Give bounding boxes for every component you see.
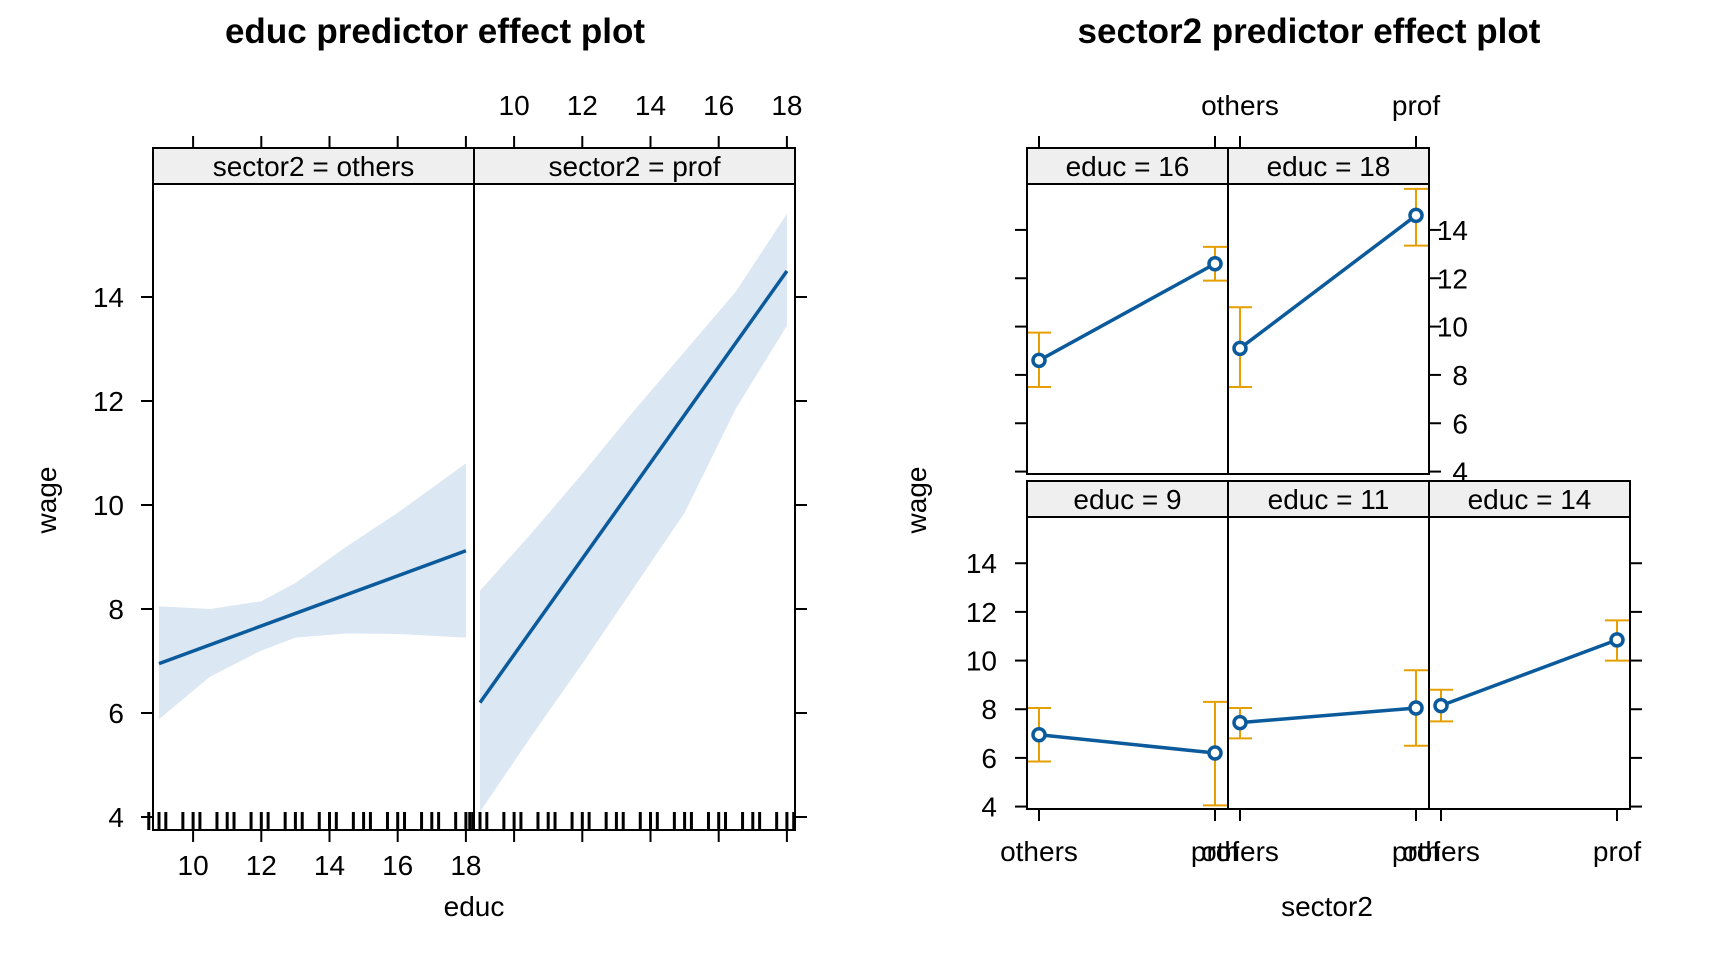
y-tick-label: 6 (981, 743, 997, 774)
educ-panel-0-strip-label: sector2 = others (213, 151, 415, 182)
x-tick-label-top: 16 (703, 90, 734, 121)
x-tick-label: 16 (382, 850, 413, 881)
fitted-line-1 (478, 269, 789, 704)
sector2-panel-1-strip (1227, 480, 1430, 518)
x-tick-label-top: 10 (499, 90, 530, 121)
effect-point (1433, 697, 1449, 714)
sector2-plot-title: sector2 predictor effect plot (1078, 12, 1541, 51)
sector2-panel-1-strip-label: educ = 11 (1268, 484, 1390, 515)
x-tick-label-top: 14 (635, 90, 666, 121)
y-tick-label: 4 (108, 802, 124, 833)
y-tick-label: 10 (93, 490, 124, 521)
x-tick-label: prof (1392, 836, 1440, 867)
x-tick-label: others (1000, 836, 1078, 867)
y-tick-label: 8 (108, 594, 124, 625)
confidence-band-1 (480, 213, 787, 812)
y-tick-label-right: 8 (1452, 360, 1468, 391)
effect-point (1609, 632, 1625, 648)
y-tick-label-right: 10 (1437, 312, 1468, 343)
effect-line-1 (1239, 706, 1417, 725)
x-tick-label: prof (1191, 836, 1239, 867)
y-tick-label: 8 (981, 694, 997, 725)
x-tick-label-top: others (1201, 90, 1279, 121)
sector2-panel-0-strip (1026, 480, 1229, 518)
educ-panel-1-strip-label: sector2 = prof (549, 151, 721, 182)
sector2-plot-x-axis-label: sector2 (1281, 891, 1373, 922)
sector2-panel-4-strip-label: educ = 18 (1267, 151, 1391, 182)
fitted-line-0 (158, 549, 467, 666)
sector2-panel-3-strip (1026, 147, 1229, 185)
y-tick-label: 14 (966, 548, 997, 579)
x-tick-label: 14 (314, 850, 345, 881)
panel-frame-0 (1026, 516, 1229, 810)
effect-point (1207, 256, 1223, 272)
effect-point (1232, 714, 1248, 731)
educ-plot-x-axis-label: educ (444, 891, 505, 922)
educ-plot-y-axis-label: wage (31, 467, 62, 535)
panel-frame-3 (1026, 183, 1229, 475)
y-tick-label-right: 4 (1452, 457, 1468, 488)
sector2-panel-4-strip (1227, 147, 1430, 185)
y-tick-label: 4 (981, 792, 997, 823)
educ-panel-1-strip (473, 147, 796, 185)
y-tick-label: 12 (93, 386, 124, 417)
sector2-panel-2-strip (1428, 480, 1631, 518)
y-tick-label: 12 (966, 597, 997, 628)
effect-point (1232, 340, 1248, 357)
effect-point (1031, 352, 1047, 369)
x-tick-label-top: 12 (567, 90, 598, 121)
sector2-plot-y-axis-label: wage (901, 467, 932, 535)
panel-frame-1 (1227, 516, 1430, 810)
y-tick-label: 10 (966, 646, 997, 677)
panel-frame-2 (1428, 516, 1631, 810)
sector2-panel-0-strip-label: educ = 9 (1073, 484, 1181, 515)
x-tick-label: others (1402, 836, 1480, 867)
x-tick-label: 12 (246, 850, 277, 881)
educ-effect-plot: sector2 = others sector2 = prof 4 6 8 10 12 14 1… (93, 90, 807, 881)
x-tick-label: 10 (178, 850, 209, 881)
sector2-effect-plot: educ = 9 educ = 11 educ = 14 educ = 16 educ … (966, 90, 1642, 867)
effect-line-0 (1038, 733, 1216, 755)
confidence-band-0 (159, 463, 466, 720)
y-tick-label-right: 14 (1437, 215, 1468, 246)
x-tick-label-top: 18 (771, 90, 802, 121)
y-tick-label: 6 (108, 698, 124, 729)
effect-line-4 (1238, 214, 1418, 350)
effect-line-2 (1440, 638, 1618, 708)
effect-point (1031, 727, 1047, 743)
x-tick-label-top: prof (1392, 90, 1440, 121)
x-tick-label: others (1201, 836, 1279, 867)
y-tick-label-right: 6 (1452, 408, 1468, 439)
y-tick-label-right: 12 (1437, 263, 1468, 294)
x-tick-label: 18 (450, 850, 481, 881)
sector2-panel-3-strip-label: educ = 16 (1066, 151, 1190, 182)
sector2-panel-2-strip-label: educ = 14 (1468, 484, 1592, 515)
effect-point (1408, 700, 1424, 716)
effect-point (1408, 207, 1424, 224)
effect-point (1207, 745, 1223, 761)
educ-panel-0-strip (152, 147, 475, 185)
x-tick-label: prof (1593, 836, 1641, 867)
y-tick-label: 14 (93, 282, 124, 313)
educ-plot-title: educ predictor effect plot (225, 12, 645, 51)
effect-line-3 (1038, 262, 1216, 362)
